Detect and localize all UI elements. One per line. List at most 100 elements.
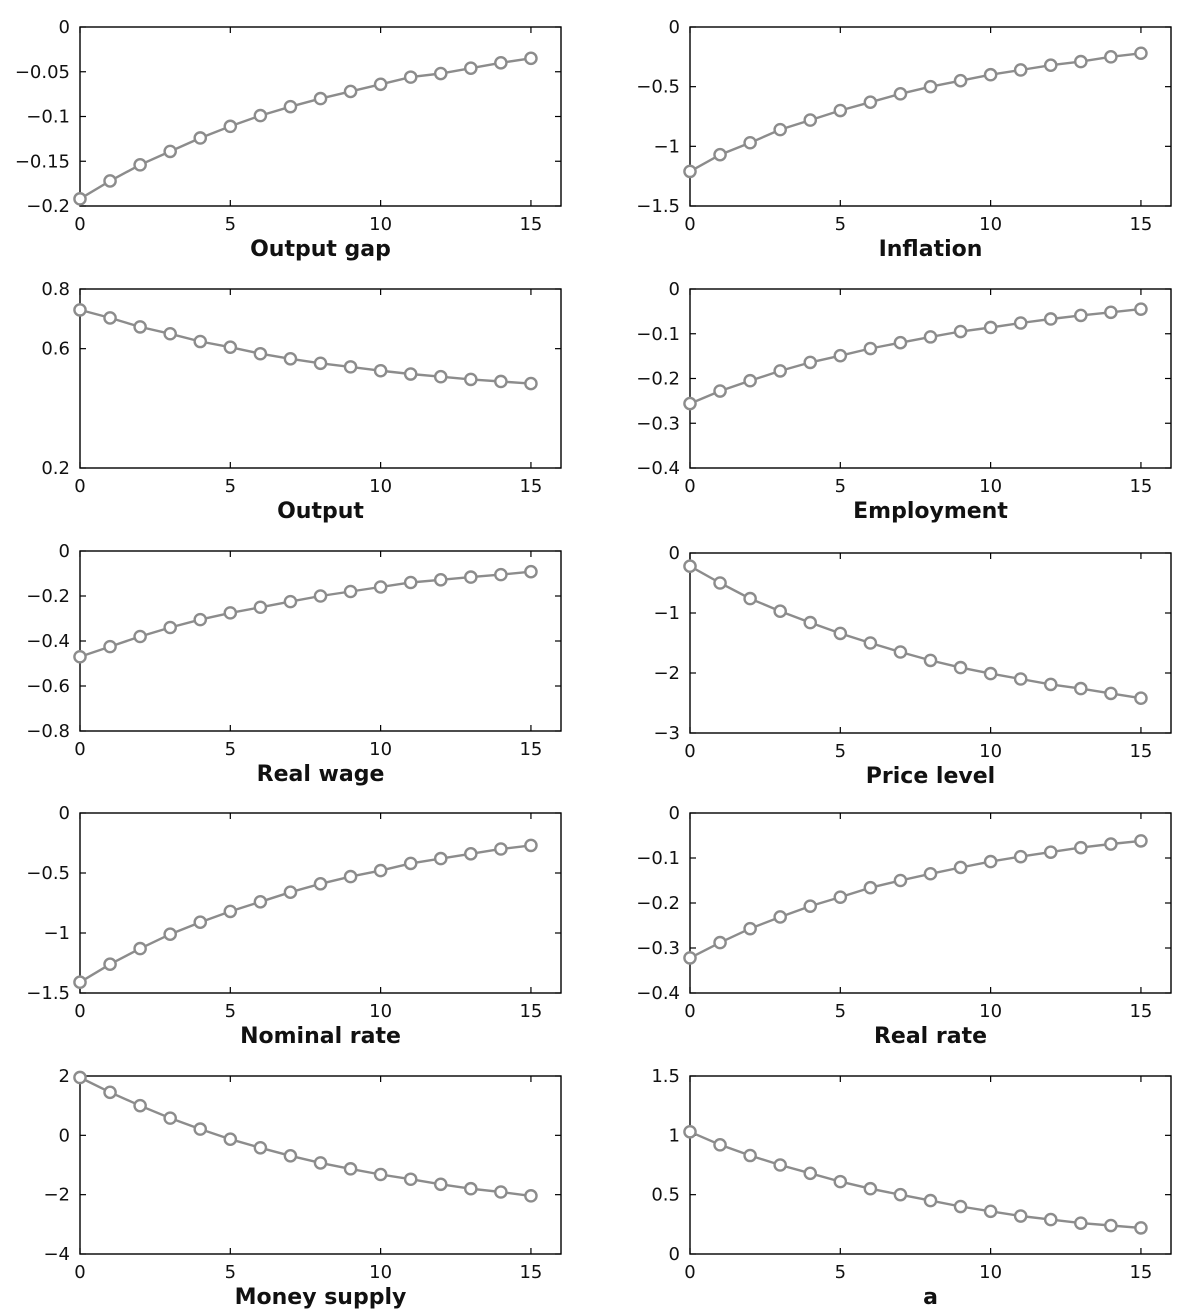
x-tick-label: 10 (979, 214, 1002, 235)
y-tick-label: −0.1 (636, 848, 680, 869)
data-point (283, 885, 298, 900)
x-tick-label: 15 (1129, 1001, 1152, 1022)
data-point (283, 1149, 298, 1163)
data-point (73, 303, 87, 317)
data-point (163, 620, 177, 635)
data-point (803, 113, 818, 127)
series-line-price-level (689, 565, 1142, 700)
data-point (803, 355, 818, 370)
data-point (163, 1111, 177, 1125)
data-point (133, 629, 147, 644)
data-point (133, 158, 147, 172)
data-point (133, 1098, 147, 1113)
data-point (103, 957, 117, 972)
series-line-output-gap (79, 57, 532, 200)
data-point (743, 921, 757, 936)
data-point (1134, 46, 1148, 61)
data-point (223, 1132, 238, 1146)
data-point (803, 899, 818, 913)
y-tick-label: −0.05 (15, 62, 70, 83)
x-tick-label: 5 (225, 476, 236, 497)
y-tick-label: −3 (653, 723, 680, 744)
y-tick-label: 0 (669, 1244, 680, 1265)
chart-a: 1.5 1 0.5 00 5 10 15 a (651, 1066, 1172, 1310)
data-point (223, 119, 238, 134)
data-point (1013, 849, 1028, 864)
data-point (983, 666, 998, 681)
x-tick-label: 0 (74, 476, 85, 497)
data-point (863, 95, 878, 109)
x-tick-label: 5 (835, 214, 846, 235)
data-point (524, 564, 538, 579)
plot-frame-real-rate (689, 812, 1172, 994)
data-point (223, 904, 238, 919)
y-tick-label: 0 (669, 279, 680, 300)
data-point (743, 135, 757, 150)
data-point (524, 838, 538, 853)
data-point (103, 311, 117, 325)
x-tick-label: 0 (684, 476, 695, 497)
data-point (253, 895, 268, 909)
y-tick-label: −2 (43, 1185, 70, 1206)
data-point (1043, 312, 1058, 326)
data-point (743, 1148, 757, 1163)
data-point (923, 653, 938, 668)
data-point (743, 591, 757, 606)
data-point (1013, 63, 1028, 77)
y-tick-label: −0.2 (26, 196, 70, 217)
y-tick-label: −0.5 (26, 863, 70, 884)
data-point (773, 604, 787, 619)
data-point (403, 856, 418, 871)
data-point (743, 373, 757, 388)
x-tick-label: 0 (684, 741, 695, 762)
y-tick-label: 0.6 (41, 339, 70, 360)
data-point (103, 174, 117, 188)
y-tick-label: −0.3 (636, 413, 680, 434)
y-tick-label: 0 (59, 803, 70, 824)
data-point (1013, 672, 1028, 686)
data-point (713, 384, 727, 398)
data-point (773, 364, 787, 378)
data-point (433, 1177, 448, 1192)
y-tick-label: −1 (653, 136, 680, 157)
x-tick-label: 5 (225, 739, 236, 760)
x-tick-label: 10 (979, 741, 1002, 762)
x-tick-label: 0 (74, 1262, 85, 1283)
x-tick-label: 0 (74, 214, 85, 235)
x-tick-label: 15 (1129, 214, 1152, 235)
y-tick-label: 0 (59, 1125, 70, 1146)
x-axis-label-inflation: Inflation (879, 237, 983, 262)
data-point (163, 144, 177, 159)
y-tick-label: 2 (59, 1066, 70, 1087)
data-point (863, 341, 878, 356)
x-tick-label: 10 (369, 476, 392, 497)
data-point (833, 626, 848, 641)
data-point (163, 927, 177, 942)
data-point (833, 890, 848, 904)
data-point (1104, 837, 1118, 851)
data-point (253, 600, 268, 615)
x-tick-label: 15 (519, 1001, 542, 1022)
x-axis-label-a: a (923, 1285, 938, 1310)
data-point (983, 1204, 998, 1219)
data-point (193, 1122, 208, 1136)
data-point (524, 1189, 538, 1203)
data-point (193, 612, 208, 627)
data-point (283, 594, 298, 609)
data-point (283, 352, 298, 366)
data-point (343, 360, 358, 374)
x-tick-label: 15 (519, 476, 542, 497)
plot-frame-a (689, 1075, 1172, 1255)
y-tick-label: −1 (43, 923, 70, 944)
y-tick-label: −0.3 (636, 938, 680, 959)
plot-frame-real-wage (79, 550, 562, 732)
y-tick-label: −0.8 (26, 721, 70, 742)
x-tick-label: 5 (835, 1001, 846, 1022)
data-point (893, 873, 908, 888)
data-point (313, 589, 328, 603)
y-tick-label: −4 (43, 1244, 70, 1265)
data-point (713, 1138, 727, 1152)
y-tick-label: 0 (59, 541, 70, 562)
data-point (713, 147, 727, 162)
